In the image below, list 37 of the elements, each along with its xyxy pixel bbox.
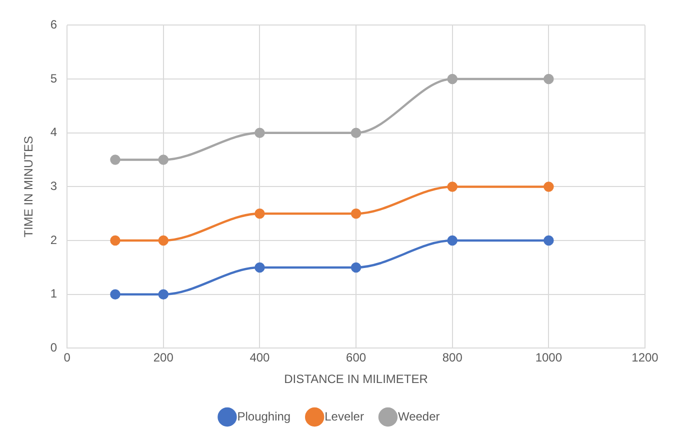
y-tick-label: 6 — [50, 18, 58, 32]
y-axis-title: TIME IN MINUTES — [22, 136, 36, 238]
x-tick-label: 1000 — [535, 350, 562, 365]
y-tick-label: 2 — [50, 232, 58, 247]
x-tick-label: 600 — [346, 350, 366, 365]
point — [350, 262, 362, 273]
legend-label: Leveler — [324, 409, 364, 424]
point — [158, 235, 169, 246]
x-tick-label: 200 — [153, 350, 174, 365]
point — [110, 154, 120, 165]
point — [544, 74, 554, 84]
point — [350, 208, 362, 219]
point — [254, 262, 265, 273]
point — [254, 128, 265, 138]
point — [110, 289, 120, 300]
y-tick-label: 5 — [50, 71, 58, 86]
y-tick-label: 3 — [50, 179, 58, 194]
point — [350, 128, 362, 138]
point — [254, 208, 265, 219]
point — [447, 74, 458, 84]
x-tick-label: 1200 — [632, 350, 659, 365]
legend-label: Weeder — [398, 409, 440, 424]
x-tick-label: 800 — [442, 350, 463, 365]
point — [158, 154, 169, 165]
point — [544, 182, 554, 192]
point — [110, 235, 120, 246]
point — [447, 182, 458, 192]
y-tick-label: 4 — [50, 125, 58, 140]
point — [158, 289, 169, 300]
x-tick-label: 400 — [250, 350, 270, 365]
point — [447, 235, 458, 246]
y-tick-label: 1 — [50, 286, 58, 301]
legend-label: Ploughing — [237, 409, 291, 424]
point — [544, 235, 554, 246]
y-tick-label: 0 — [50, 340, 58, 355]
x-tick-label: 0 — [64, 350, 71, 365]
x-axis-title: DISTANCE IN MILIMETER — [284, 372, 428, 386]
